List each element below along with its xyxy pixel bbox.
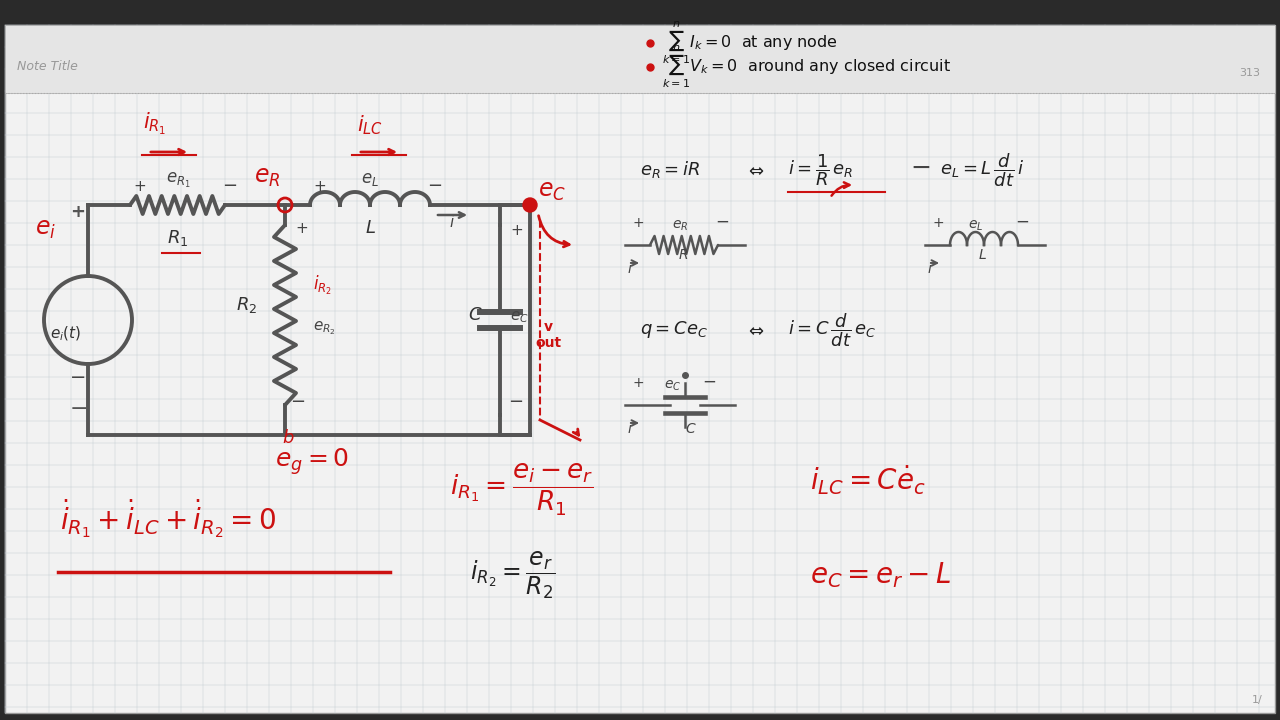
Text: $i$: $i$	[627, 261, 632, 276]
Text: $e_C$: $e_C$	[538, 179, 566, 203]
Text: $i_{R_1}$: $i_{R_1}$	[143, 111, 166, 137]
Text: $i_{R_2}$: $i_{R_2}$	[314, 274, 332, 297]
Text: $i$: $i$	[449, 214, 456, 230]
Text: $i_{R_2} = \dfrac{e_r}{R_2}$: $i_{R_2} = \dfrac{e_r}{R_2}$	[470, 549, 556, 601]
Text: $C$: $C$	[468, 306, 483, 324]
Text: $e_C$: $e_C$	[509, 309, 529, 325]
Text: +: +	[133, 179, 146, 194]
Text: +: +	[294, 221, 307, 236]
Text: $L$: $L$	[365, 219, 375, 237]
Text: $i = C\,\dfrac{d}{dt}\,e_C$: $i = C\,\dfrac{d}{dt}\,e_C$	[788, 311, 876, 348]
Text: $e_R$: $e_R$	[253, 165, 280, 189]
Text: $L$: $L$	[978, 248, 987, 262]
Text: +: +	[314, 179, 325, 194]
Text: −: −	[716, 213, 728, 231]
Text: $R_2$: $R_2$	[237, 295, 257, 315]
Text: −: −	[428, 177, 442, 195]
Text: +: +	[509, 223, 522, 238]
Text: $e_L$: $e_L$	[968, 219, 983, 233]
Text: $R$: $R$	[678, 248, 689, 262]
Text: −: −	[221, 177, 237, 195]
Text: $e_i(t)$: $e_i(t)$	[50, 324, 82, 343]
Text: 313: 313	[1239, 68, 1260, 78]
Text: $C$: $C$	[685, 422, 696, 436]
Text: $\sum_{k=1}^{n} I_k = 0$  at any node: $\sum_{k=1}^{n} I_k = 0$ at any node	[662, 19, 838, 66]
Text: v
out: v out	[535, 320, 561, 350]
Text: 1/: 1/	[1252, 695, 1263, 705]
Text: $q = Ce_C$: $q = Ce_C$	[640, 320, 708, 341]
Text: $i_{LC}$: $i_{LC}$	[357, 113, 383, 137]
Text: $e_C$: $e_C$	[664, 379, 681, 393]
Text: +: +	[632, 216, 644, 230]
Text: $e_{R_2}$: $e_{R_2}$	[314, 319, 335, 336]
Text: $\dot{i}_{R_1} + \dot{i}_{LC} + \dot{i}_{R_2} = 0$: $\dot{i}_{R_1} + \dot{i}_{LC} + \dot{i}_…	[60, 498, 276, 540]
Text: −: −	[70, 399, 88, 419]
Text: −: −	[701, 373, 716, 391]
Text: $e_g = 0$: $e_g = 0$	[275, 446, 349, 477]
Text: $e_L = L\,\dfrac{d}{dt}\,i$: $e_L = L\,\dfrac{d}{dt}\,i$	[940, 151, 1024, 189]
Text: $i_{LC} = C\dot{e}_c$: $i_{LC} = C\dot{e}_c$	[810, 464, 927, 497]
Text: $e_L$: $e_L$	[361, 170, 379, 188]
Text: −: −	[910, 156, 931, 180]
Text: $e_i$: $e_i$	[36, 217, 56, 241]
Text: $i = \dfrac{1}{R}\,e_R$: $i = \dfrac{1}{R}\,e_R$	[788, 152, 854, 188]
Text: $\Leftrightarrow$: $\Leftrightarrow$	[745, 161, 764, 179]
Text: $e_{R_1}$: $e_{R_1}$	[165, 171, 191, 190]
Text: −: −	[70, 368, 86, 387]
Text: $\sum_{k=1}^{n} V_k = 0$  around any closed circuit: $\sum_{k=1}^{n} V_k = 0$ around any clos…	[662, 44, 951, 90]
Text: $R_1$: $R_1$	[168, 228, 188, 248]
Text: $e_R$: $e_R$	[672, 219, 689, 233]
Text: −: −	[291, 393, 305, 411]
Text: $e_C = e_r - L$: $e_C = e_r - L$	[810, 560, 951, 590]
Text: −: −	[508, 393, 524, 411]
Bar	[5, 25, 1275, 93]
Circle shape	[524, 198, 538, 212]
Text: $e_R = iR$: $e_R = iR$	[640, 160, 700, 181]
Text: $\Leftrightarrow$: $\Leftrightarrow$	[745, 321, 764, 339]
Text: $i_{R_1} = \dfrac{e_i - e_r}{R_1}$: $i_{R_1} = \dfrac{e_i - e_r}{R_1}$	[451, 462, 594, 518]
Text: $i$: $i$	[927, 261, 933, 276]
Text: Note Title: Note Title	[17, 60, 78, 73]
Text: +: +	[632, 376, 644, 390]
Text: $b$: $b$	[282, 429, 294, 447]
Text: $i$: $i$	[627, 421, 632, 436]
Text: +: +	[70, 203, 84, 221]
Text: +: +	[932, 216, 943, 230]
Text: −: −	[1015, 213, 1029, 231]
